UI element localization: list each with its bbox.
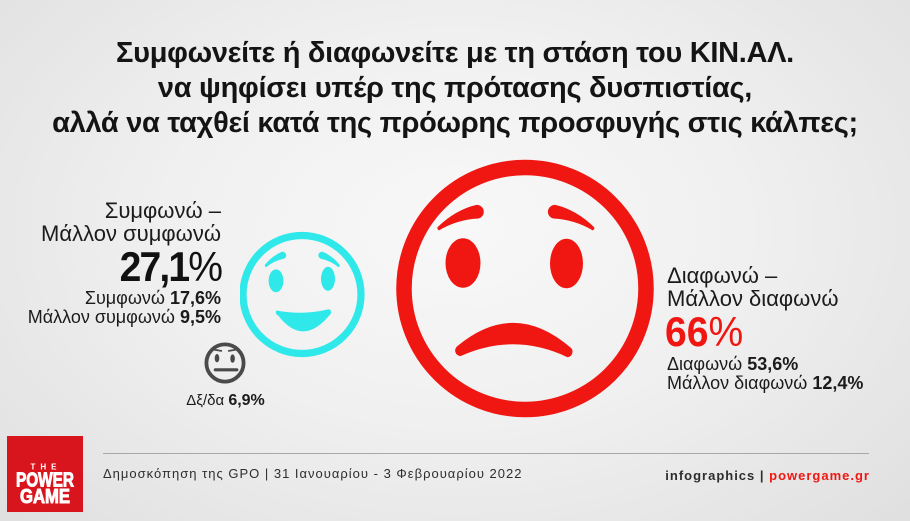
svg-text:POWER: POWER [16,469,74,492]
svg-text:GAME: GAME [20,486,70,508]
svg-text:THE: THE [31,463,62,472]
